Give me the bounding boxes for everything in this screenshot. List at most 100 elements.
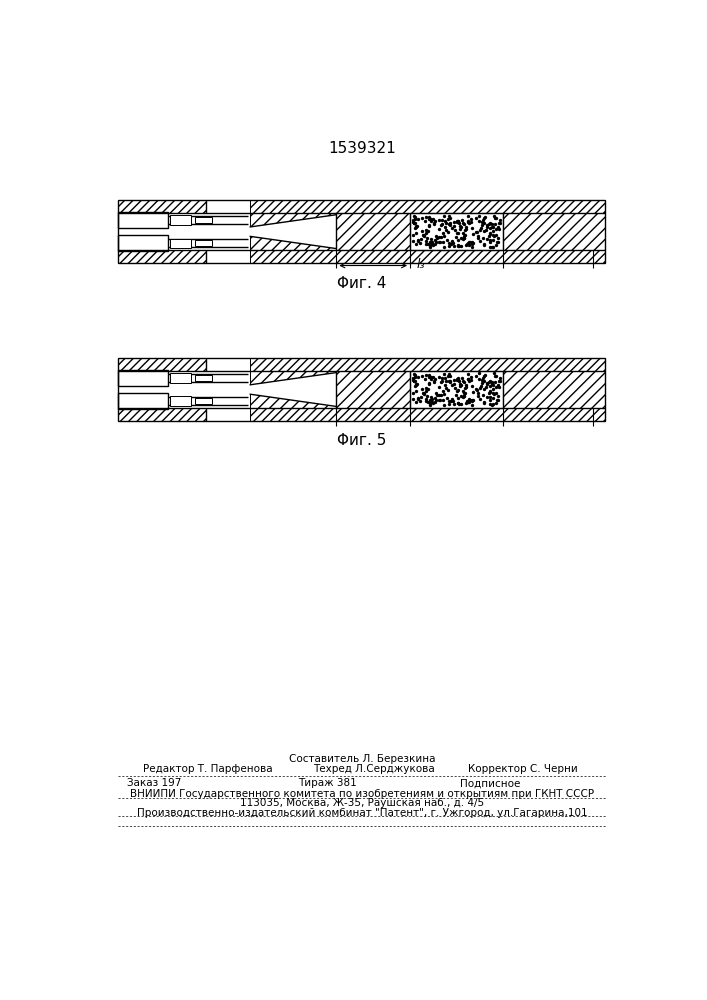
- Point: [431, 385, 442, 401]
- Point: [467, 239, 478, 255]
- Point: [420, 236, 431, 252]
- Point: [413, 369, 424, 385]
- Point: [446, 233, 457, 249]
- Point: [485, 215, 496, 231]
- Point: [429, 390, 440, 406]
- Point: [453, 238, 464, 254]
- Point: [492, 230, 503, 246]
- Point: [462, 236, 473, 252]
- Point: [452, 370, 464, 386]
- Point: [466, 378, 477, 394]
- Point: [472, 228, 484, 244]
- Point: [477, 212, 489, 228]
- Point: [491, 385, 502, 401]
- Point: [484, 384, 495, 400]
- Point: [495, 212, 506, 228]
- Point: [448, 218, 459, 234]
- Bar: [170, 373, 192, 383]
- Point: [433, 379, 445, 395]
- Point: [474, 233, 486, 249]
- Point: [409, 367, 420, 383]
- Point: [474, 391, 486, 407]
- Point: [462, 371, 474, 387]
- Point: [437, 234, 448, 250]
- Point: [438, 386, 450, 402]
- Point: [409, 215, 420, 231]
- Point: [445, 217, 456, 233]
- Point: [426, 389, 437, 405]
- Text: Производственно-издательский комбинат "Патент", г. Ужгород, ул.Гагарина,101: Производственно-издательский комбинат "П…: [136, 808, 588, 818]
- Point: [474, 380, 486, 396]
- Point: [443, 238, 455, 254]
- Point: [470, 224, 481, 240]
- Polygon shape: [250, 215, 337, 249]
- Point: [421, 388, 433, 404]
- Point: [492, 219, 503, 235]
- Point: [467, 397, 478, 413]
- Point: [440, 380, 451, 396]
- Point: [453, 215, 464, 231]
- Point: [484, 383, 496, 399]
- Point: [423, 223, 434, 239]
- Point: [438, 228, 450, 244]
- Point: [437, 216, 448, 232]
- Point: [465, 369, 477, 385]
- Text: Тираж 381: Тираж 381: [298, 778, 356, 788]
- Point: [462, 235, 474, 251]
- Point: [407, 233, 419, 249]
- Point: [426, 231, 437, 247]
- Point: [457, 231, 468, 247]
- Text: 113035, Москва, Ж-35, Раушская наб., д. 4/5: 113035, Москва, Ж-35, Раушская наб., д. …: [240, 798, 484, 808]
- Point: [473, 208, 484, 224]
- Point: [408, 208, 419, 224]
- Point: [467, 392, 478, 408]
- Point: [452, 225, 463, 241]
- Point: [477, 217, 488, 233]
- Point: [434, 234, 445, 250]
- Point: [428, 211, 439, 227]
- Point: [465, 372, 477, 388]
- Point: [489, 208, 500, 224]
- Point: [428, 395, 439, 411]
- Point: [463, 237, 474, 253]
- Point: [455, 396, 467, 412]
- Point: [484, 396, 495, 412]
- Point: [409, 209, 420, 225]
- Point: [463, 373, 474, 389]
- Point: [423, 394, 434, 410]
- Bar: [170, 215, 192, 225]
- Point: [455, 388, 467, 404]
- Point: [416, 210, 428, 226]
- Point: [420, 383, 431, 399]
- Point: [445, 368, 456, 384]
- Point: [445, 393, 457, 409]
- Bar: [503, 213, 604, 250]
- Point: [460, 385, 471, 401]
- Point: [423, 375, 435, 391]
- Point: [445, 215, 456, 231]
- Point: [488, 381, 499, 397]
- Point: [450, 229, 462, 245]
- Point: [467, 234, 478, 250]
- Point: [411, 225, 422, 241]
- Point: [467, 384, 479, 400]
- Bar: [118, 393, 168, 409]
- Bar: [250, 213, 410, 250]
- Point: [479, 373, 490, 389]
- Text: Техред Л.Серджукова: Техред Л.Серджукова: [313, 764, 435, 774]
- Point: [429, 232, 440, 248]
- Bar: [250, 371, 410, 408]
- Point: [428, 237, 439, 253]
- Bar: [118, 370, 168, 386]
- Point: [415, 393, 426, 409]
- Polygon shape: [250, 373, 337, 406]
- Point: [471, 382, 482, 398]
- Point: [449, 222, 460, 238]
- Point: [489, 228, 500, 244]
- Point: [426, 391, 438, 407]
- Point: [439, 377, 450, 393]
- Point: [429, 394, 440, 410]
- Point: [433, 392, 445, 408]
- Point: [421, 230, 433, 246]
- Point: [443, 208, 455, 224]
